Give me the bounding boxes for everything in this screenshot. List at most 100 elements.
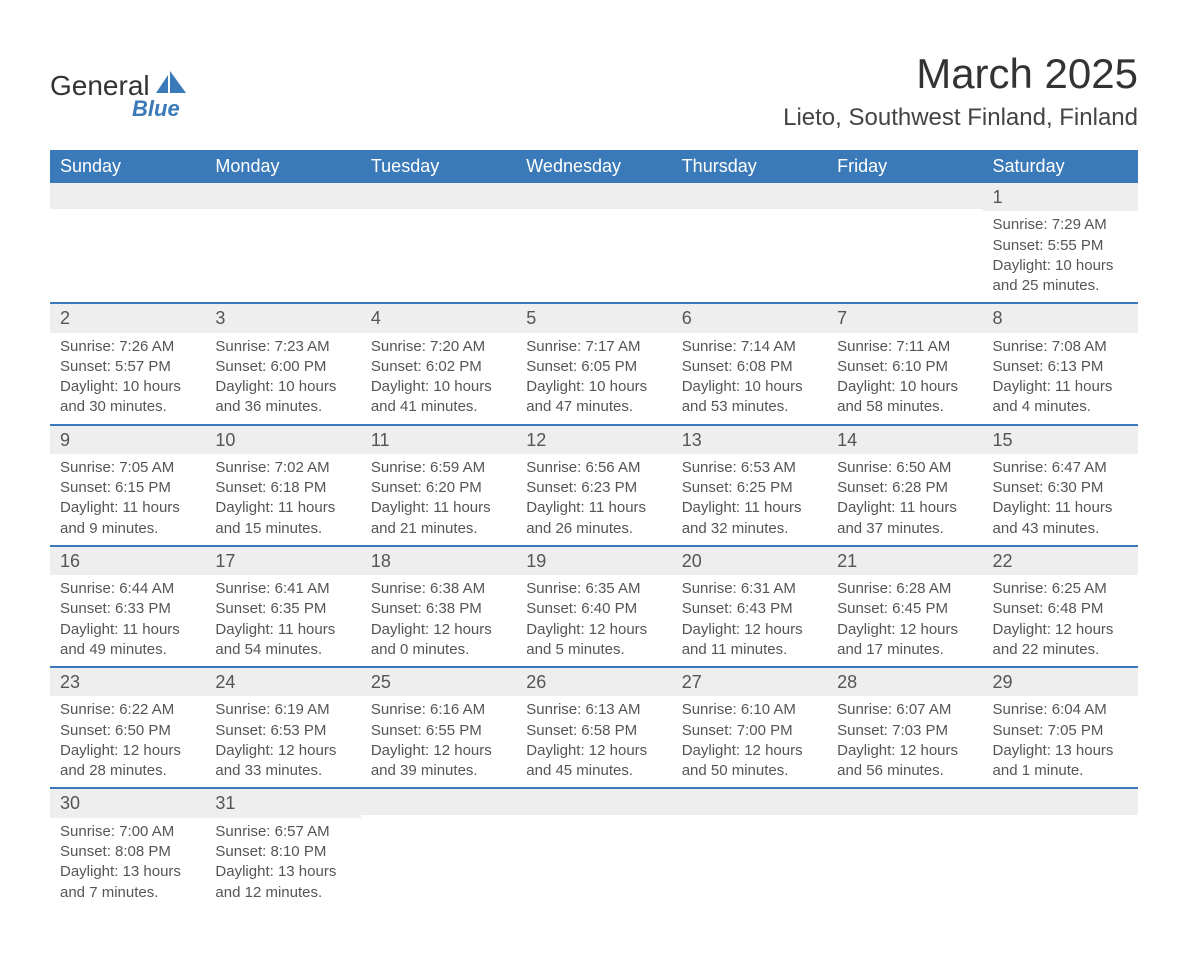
calendar-cell: 14Sunrise: 6:50 AMSunset: 6:28 PMDayligh… [827,425,982,546]
calendar-cell: 13Sunrise: 6:53 AMSunset: 6:25 PMDayligh… [672,425,827,546]
day-daylight: Daylight: 12 hours and 39 minutes. [371,741,506,782]
day-number: 2 [50,304,205,332]
title-block: March 2025 Lieto, Southwest Finland, Fin… [783,50,1138,132]
calendar-week: 1Sunrise: 7:29 AMSunset: 5:55 PMDaylight… [50,183,1138,303]
day-sunset: Sunset: 6:20 PM [371,478,506,498]
day-sunset: Sunset: 6:02 PM [371,357,506,377]
day-daylight: Daylight: 12 hours and 28 minutes. [60,741,195,782]
day-sunset: Sunset: 6:58 PM [526,721,661,741]
calendar-cell [827,183,982,303]
day-daylight: Daylight: 11 hours and 9 minutes. [60,498,195,539]
day-sunrise: Sunrise: 6:22 AM [60,700,195,720]
day-sunrise: Sunrise: 7:14 AM [682,337,817,357]
day-number: 12 [516,426,671,454]
calendar-week: 30Sunrise: 7:00 AMSunset: 8:08 PMDayligh… [50,788,1138,908]
day-number: 27 [672,668,827,696]
day-sunrise: Sunrise: 6:31 AM [682,579,817,599]
day-number: 5 [516,304,671,332]
calendar-cell: 16Sunrise: 6:44 AMSunset: 6:33 PMDayligh… [50,546,205,667]
calendar-cell: 12Sunrise: 6:56 AMSunset: 6:23 PMDayligh… [516,425,671,546]
day-daylight: Daylight: 10 hours and 36 minutes. [215,377,350,418]
day-daylight: Daylight: 11 hours and 26 minutes. [526,498,661,539]
day-sunrise: Sunrise: 6:38 AM [371,579,506,599]
day-number: 1 [983,183,1138,211]
day-daylight: Daylight: 11 hours and 43 minutes. [993,498,1128,539]
day-sunset: Sunset: 7:03 PM [837,721,972,741]
day-sunset: Sunset: 6:00 PM [215,357,350,377]
day-data: Sunrise: 6:53 AMSunset: 6:25 PMDaylight:… [672,454,827,545]
day-header: Saturday [983,150,1138,183]
page-header: General Blue March 2025 Lieto, Southwest… [50,50,1138,132]
day-data: Sunrise: 7:11 AMSunset: 6:10 PMDaylight:… [827,333,982,424]
calendar-cell: 1Sunrise: 7:29 AMSunset: 5:55 PMDaylight… [983,183,1138,303]
day-sunrise: Sunrise: 6:59 AM [371,458,506,478]
day-header-row: SundayMondayTuesdayWednesdayThursdayFrid… [50,150,1138,183]
day-sunrise: Sunrise: 7:02 AM [215,458,350,478]
day-data: Sunrise: 6:59 AMSunset: 6:20 PMDaylight:… [361,454,516,545]
day-sunset: Sunset: 6:48 PM [993,599,1128,619]
calendar-cell: 23Sunrise: 6:22 AMSunset: 6:50 PMDayligh… [50,667,205,788]
day-data: Sunrise: 7:17 AMSunset: 6:05 PMDaylight:… [516,333,671,424]
day-number [516,183,671,209]
calendar-cell: 30Sunrise: 7:00 AMSunset: 8:08 PMDayligh… [50,788,205,908]
day-number: 21 [827,547,982,575]
day-data: Sunrise: 6:16 AMSunset: 6:55 PMDaylight:… [361,696,516,787]
location-text: Lieto, Southwest Finland, Finland [783,104,1138,132]
day-sunset: Sunset: 6:45 PM [837,599,972,619]
calendar-cell: 20Sunrise: 6:31 AMSunset: 6:43 PMDayligh… [672,546,827,667]
calendar-cell: 28Sunrise: 6:07 AMSunset: 7:03 PMDayligh… [827,667,982,788]
day-number: 19 [516,547,671,575]
calendar-cell: 18Sunrise: 6:38 AMSunset: 6:38 PMDayligh… [361,546,516,667]
calendar-cell [205,183,360,303]
day-data: Sunrise: 6:04 AMSunset: 7:05 PMDaylight:… [983,696,1138,787]
day-number: 4 [361,304,516,332]
day-sunset: Sunset: 6:25 PM [682,478,817,498]
day-sunrise: Sunrise: 7:17 AM [526,337,661,357]
calendar-cell: 3Sunrise: 7:23 AMSunset: 6:00 PMDaylight… [205,303,360,424]
day-header: Sunday [50,150,205,183]
day-sunset: Sunset: 6:18 PM [215,478,350,498]
day-sunset: Sunset: 6:35 PM [215,599,350,619]
calendar-cell: 21Sunrise: 6:28 AMSunset: 6:45 PMDayligh… [827,546,982,667]
day-data: Sunrise: 6:56 AMSunset: 6:23 PMDaylight:… [516,454,671,545]
day-daylight: Daylight: 11 hours and 37 minutes. [837,498,972,539]
day-number: 25 [361,668,516,696]
day-sunrise: Sunrise: 7:23 AM [215,337,350,357]
day-daylight: Daylight: 10 hours and 58 minutes. [837,377,972,418]
day-sunrise: Sunrise: 6:44 AM [60,579,195,599]
day-number: 18 [361,547,516,575]
day-data: Sunrise: 7:00 AMSunset: 8:08 PMDaylight:… [50,818,205,909]
day-daylight: Daylight: 11 hours and 49 minutes. [60,620,195,661]
day-data: Sunrise: 6:25 AMSunset: 6:48 PMDaylight:… [983,575,1138,666]
day-data: Sunrise: 7:14 AMSunset: 6:08 PMDaylight:… [672,333,827,424]
day-daylight: Daylight: 12 hours and 22 minutes. [993,620,1128,661]
day-header: Monday [205,150,360,183]
day-sunset: Sunset: 6:15 PM [60,478,195,498]
day-sunrise: Sunrise: 6:41 AM [215,579,350,599]
day-sunset: Sunset: 6:53 PM [215,721,350,741]
day-sunrise: Sunrise: 7:11 AM [837,337,972,357]
day-number [983,789,1138,815]
day-sunrise: Sunrise: 7:08 AM [993,337,1128,357]
day-number: 11 [361,426,516,454]
calendar-cell: 19Sunrise: 6:35 AMSunset: 6:40 PMDayligh… [516,546,671,667]
day-sunset: Sunset: 6:05 PM [526,357,661,377]
calendar-cell: 8Sunrise: 7:08 AMSunset: 6:13 PMDaylight… [983,303,1138,424]
calendar-cell [516,788,671,908]
day-data: Sunrise: 7:23 AMSunset: 6:00 PMDaylight:… [205,333,360,424]
calendar-cell: 17Sunrise: 6:41 AMSunset: 6:35 PMDayligh… [205,546,360,667]
calendar-cell: 25Sunrise: 6:16 AMSunset: 6:55 PMDayligh… [361,667,516,788]
day-sunrise: Sunrise: 6:19 AM [215,700,350,720]
day-data: Sunrise: 7:05 AMSunset: 6:15 PMDaylight:… [50,454,205,545]
day-daylight: Daylight: 12 hours and 33 minutes. [215,741,350,782]
day-number: 31 [205,789,360,817]
calendar-cell: 7Sunrise: 7:11 AMSunset: 6:10 PMDaylight… [827,303,982,424]
day-daylight: Daylight: 11 hours and 32 minutes. [682,498,817,539]
page-title: March 2025 [783,50,1138,98]
day-sunset: Sunset: 6:30 PM [993,478,1128,498]
day-data: Sunrise: 7:08 AMSunset: 6:13 PMDaylight:… [983,333,1138,424]
day-daylight: Daylight: 13 hours and 7 minutes. [60,862,195,903]
calendar-cell: 31Sunrise: 6:57 AMSunset: 8:10 PMDayligh… [205,788,360,908]
day-data: Sunrise: 6:44 AMSunset: 6:33 PMDaylight:… [50,575,205,666]
day-sunset: Sunset: 6:13 PM [993,357,1128,377]
